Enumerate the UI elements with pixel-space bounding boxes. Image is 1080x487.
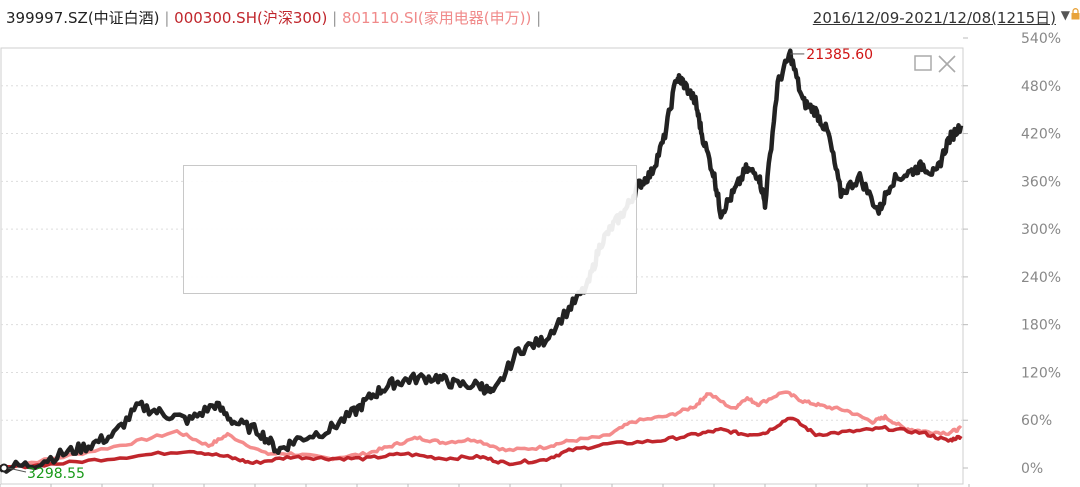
y-tick-label: 420% <box>1021 127 1061 143</box>
date-range-selector[interactable]: 2016/12/09-2021/12/08(1215日) <box>812 9 1056 27</box>
legend-separator: | <box>332 9 338 27</box>
y-tick-label: 240% <box>1021 270 1061 286</box>
series-line-2 <box>0 416 963 470</box>
min-value-label: 3298.55 <box>27 466 85 482</box>
y-tick-label: 120% <box>1021 365 1061 381</box>
legend-separator: | <box>164 9 170 27</box>
chart-corner-controls <box>914 55 956 73</box>
annotation-leader <box>7 467 27 473</box>
y-tick-label: 540% <box>1021 31 1061 47</box>
chart-grid <box>0 37 970 487</box>
y-tick-label: 60% <box>1021 413 1052 429</box>
legend-series-2[interactable]: 000300.SH(沪深300) <box>174 9 328 27</box>
min-point-marker <box>0 463 9 473</box>
plot-frame <box>0 47 964 485</box>
y-tick-label: 480% <box>1021 79 1061 95</box>
y-tick-label: 180% <box>1021 318 1061 334</box>
series-line-3 <box>0 390 963 470</box>
max-value-label: 21385.60 <box>806 47 873 63</box>
legend-series-3[interactable]: 801110.SI(家用电器(申万)) <box>341 9 532 27</box>
extrema-annotations: 21385.60 3298.55 <box>0 47 873 482</box>
y-tick-label: 0% <box>1021 461 1043 477</box>
close-icon[interactable] <box>938 55 956 73</box>
y-tick-label: 360% <box>1021 174 1061 190</box>
legend-series-1[interactable]: 399997.SZ(中证白酒) <box>6 9 160 27</box>
chart-header: 399997.SZ(中证白酒) | 000300.SH(沪深300) | 801… <box>0 0 1080 34</box>
y-tick-label: 300% <box>1021 222 1061 238</box>
interval-stats-panel <box>183 165 637 294</box>
legend-separator: | <box>536 9 542 27</box>
series-legend: 399997.SZ(中证白酒) | 000300.SH(沪深300) | 801… <box>6 7 541 28</box>
dropdown-caret-icon[interactable]: ▼ <box>1060 8 1070 22</box>
lock-icon[interactable] <box>1071 8 1080 20</box>
y-axis-labels: 540% 480% 420% 360% 300% 240% 180% 120% 60% 0% <box>1021 31 1061 477</box>
maximize-icon[interactable] <box>914 55 932 71</box>
